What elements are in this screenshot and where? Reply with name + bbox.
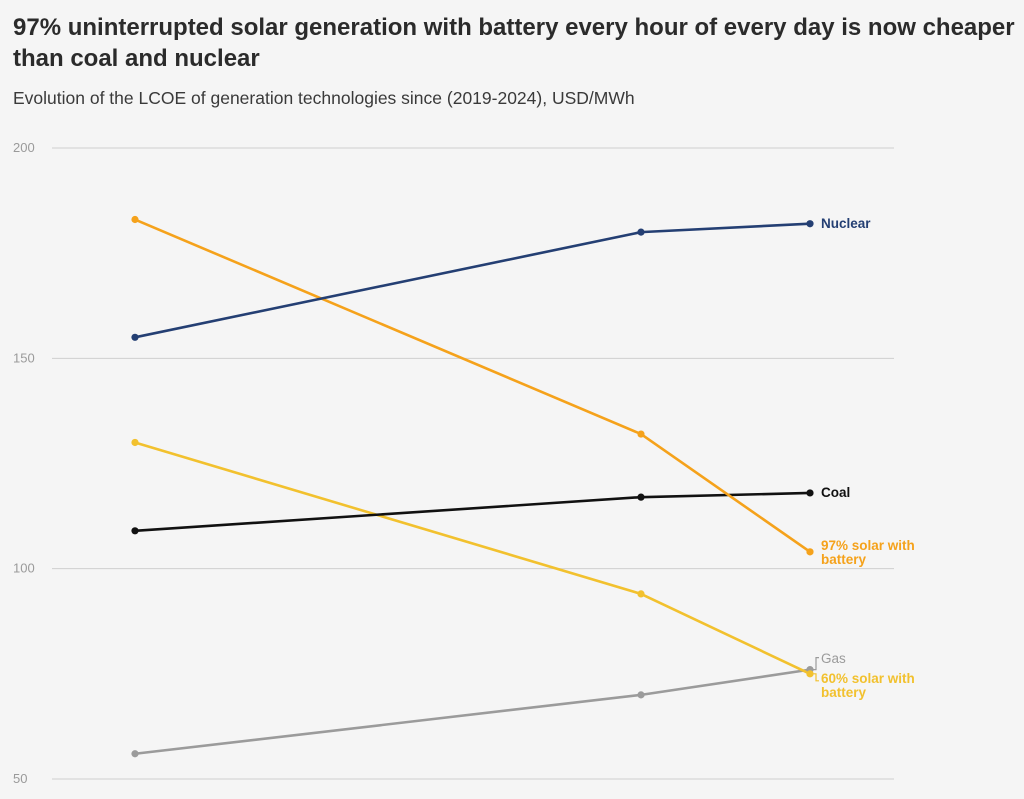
point-97pct-solar-with-battery-2023 bbox=[637, 430, 645, 438]
bracket-gas bbox=[813, 657, 819, 671]
y-tick-label-200: 200 bbox=[13, 140, 35, 155]
label-97pct-solar-with-battery: 97% solar with battery bbox=[821, 538, 915, 567]
line-nuclear bbox=[133, 222, 812, 339]
point-coal-2019 bbox=[131, 527, 139, 535]
point-coal-2024 bbox=[806, 489, 814, 497]
point-coal-2023 bbox=[637, 493, 645, 501]
y-tick-label-150: 150 bbox=[13, 350, 35, 365]
line-97pct-solar-with-battery bbox=[133, 218, 812, 554]
label-60pct-solar-with-battery: 60% solar with battery bbox=[821, 671, 915, 700]
point-nuclear-2019 bbox=[131, 333, 139, 341]
line-60pct-solar-with-battery bbox=[133, 441, 812, 676]
label-brackets bbox=[813, 657, 819, 682]
chart-title: 97% uninterrupted solar generation with … bbox=[13, 14, 1015, 72]
point-gas-2019 bbox=[131, 750, 139, 758]
label-coal: Coal bbox=[821, 485, 850, 500]
series-points bbox=[131, 215, 814, 758]
point-97pct-solar-with-battery-2024 bbox=[806, 548, 814, 556]
y-tick-label-100: 100 bbox=[13, 561, 35, 576]
line-coal bbox=[133, 491, 812, 533]
point-60pct-solar-with-battery-2023 bbox=[637, 590, 645, 598]
gridlines bbox=[52, 147, 894, 780]
point-nuclear-2024 bbox=[806, 220, 814, 228]
point-60pct-solar-with-battery-2024 bbox=[806, 670, 814, 678]
line-gas bbox=[133, 668, 812, 756]
series-lines bbox=[133, 218, 812, 756]
point-nuclear-2023 bbox=[637, 228, 645, 236]
label-gas: Gas bbox=[821, 651, 846, 666]
chart-subtitle: Evolution of the LCOE of generation tech… bbox=[13, 88, 635, 108]
point-60pct-solar-with-battery-2019 bbox=[131, 438, 139, 447]
series-end-labels: Nuclear 97% solar with battery Coal 60% sola… bbox=[821, 216, 915, 700]
point-gas-2023 bbox=[637, 691, 645, 699]
y-tick-label-50: 50 bbox=[13, 771, 27, 786]
label-nuclear: Nuclear bbox=[821, 216, 871, 231]
bracket-60pct-solar bbox=[813, 673, 819, 682]
point-97pct-solar-with-battery-2019 bbox=[131, 215, 139, 224]
y-axis-tick-labels: 50 100 150 200 bbox=[13, 140, 35, 786]
